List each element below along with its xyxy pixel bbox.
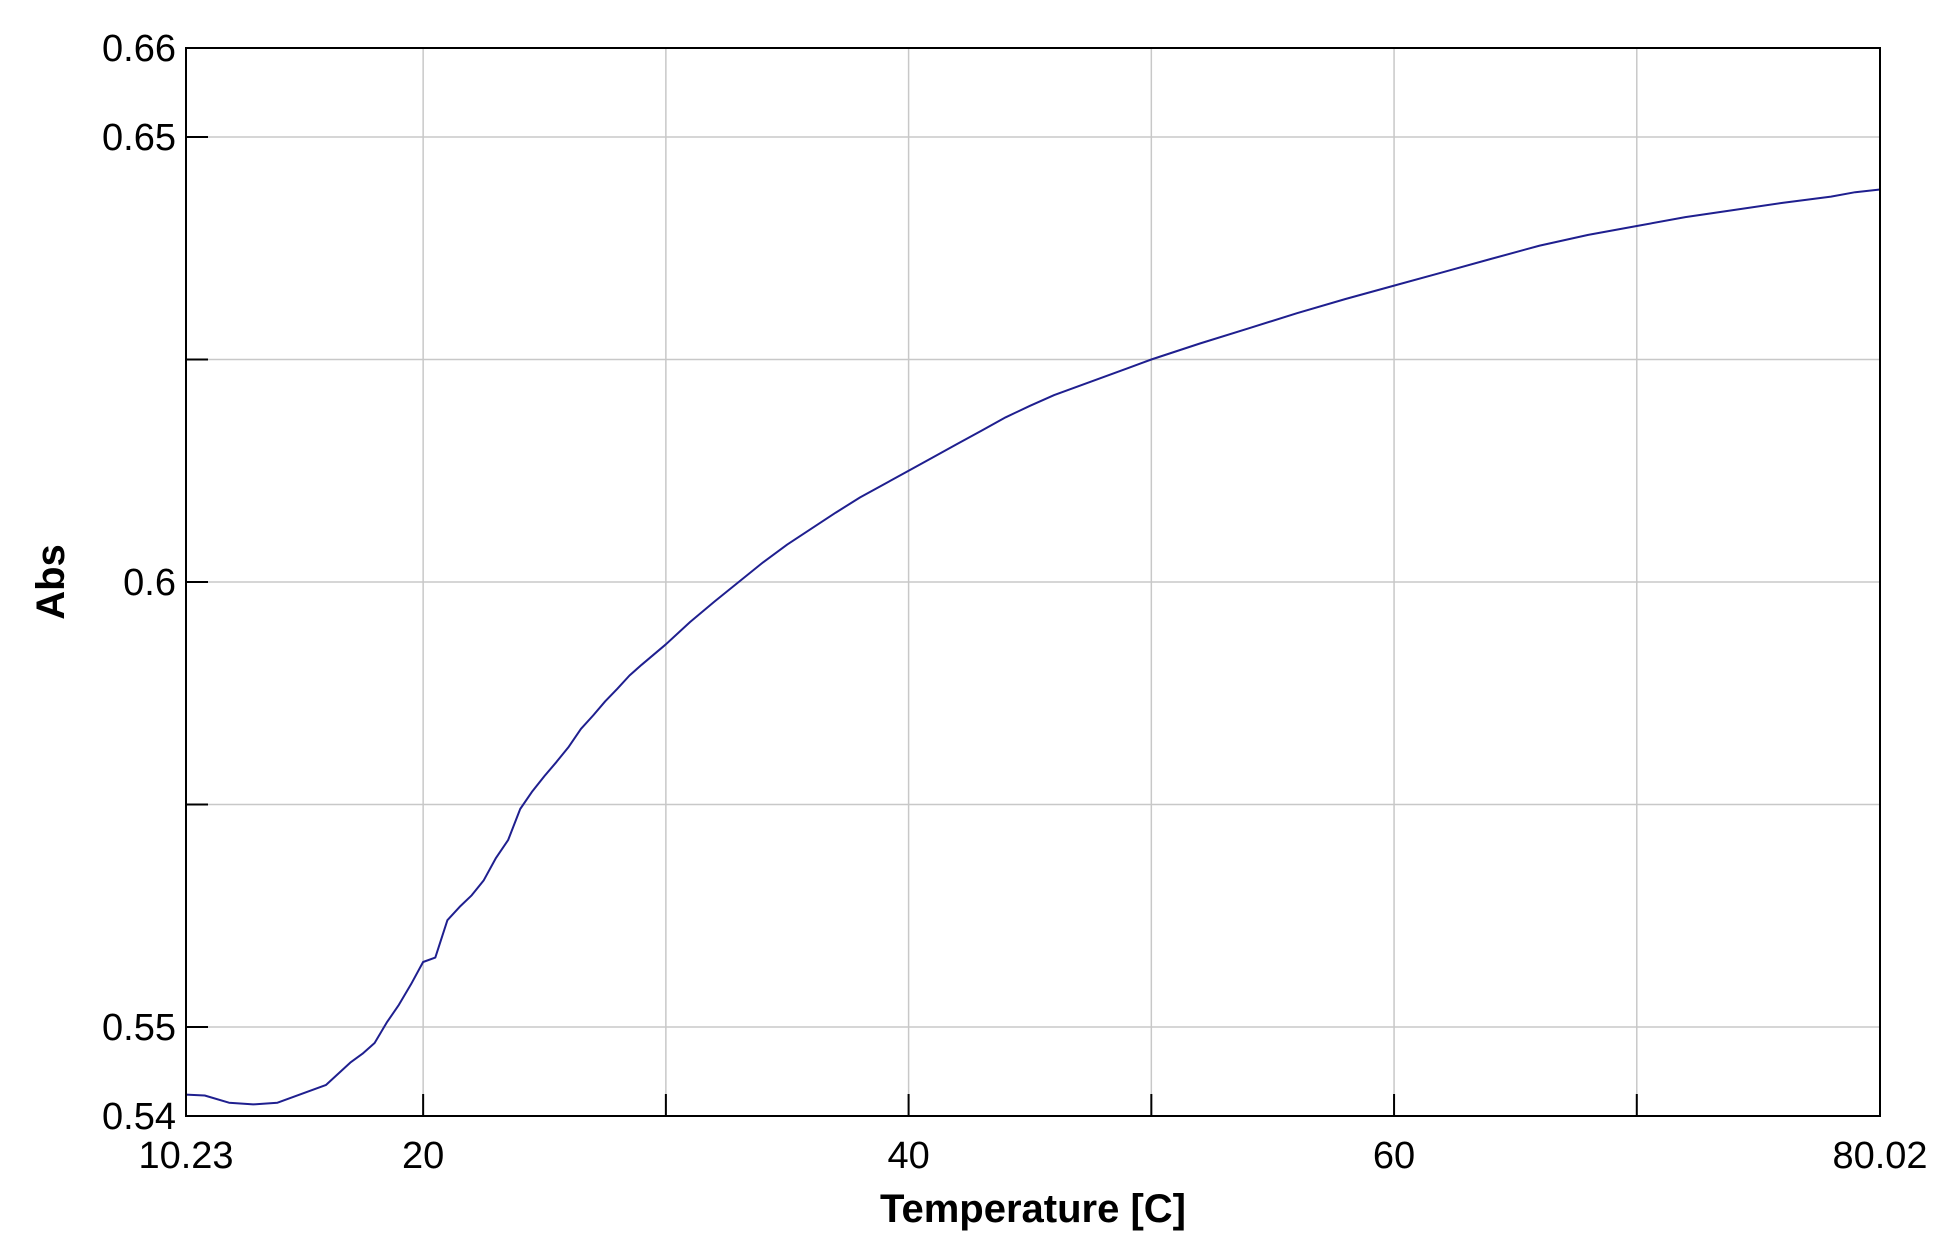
y-axis-title: Abs <box>29 544 73 620</box>
y-tick-label: 0.6 <box>123 562 176 604</box>
x-tick-label: 40 <box>887 1135 929 1177</box>
y-tick-label: 0.65 <box>102 117 176 159</box>
x-axis-title: Temperature [C] <box>880 1187 1186 1231</box>
x-tick-label: 10.23 <box>138 1135 233 1177</box>
x-tick-label: 60 <box>1373 1135 1415 1177</box>
y-tick-label: 0.55 <box>102 1007 176 1049</box>
y-tick-labels: 0.54 0.55 0.6 0.65 0.66 <box>102 28 176 1138</box>
plot-frame <box>185 47 1881 1117</box>
series-layer <box>185 188 1881 1106</box>
y-tick-label: 0.66 <box>102 28 176 70</box>
x-tick-label: 20 <box>402 1135 444 1177</box>
data-line <box>185 188 1881 1106</box>
x-tick-label: 80.02 <box>1832 1135 1927 1177</box>
y-tick-label: 0.54 <box>102 1096 176 1138</box>
x-tick-labels: 10.23 20 40 60 80.02 <box>138 1135 1927 1177</box>
